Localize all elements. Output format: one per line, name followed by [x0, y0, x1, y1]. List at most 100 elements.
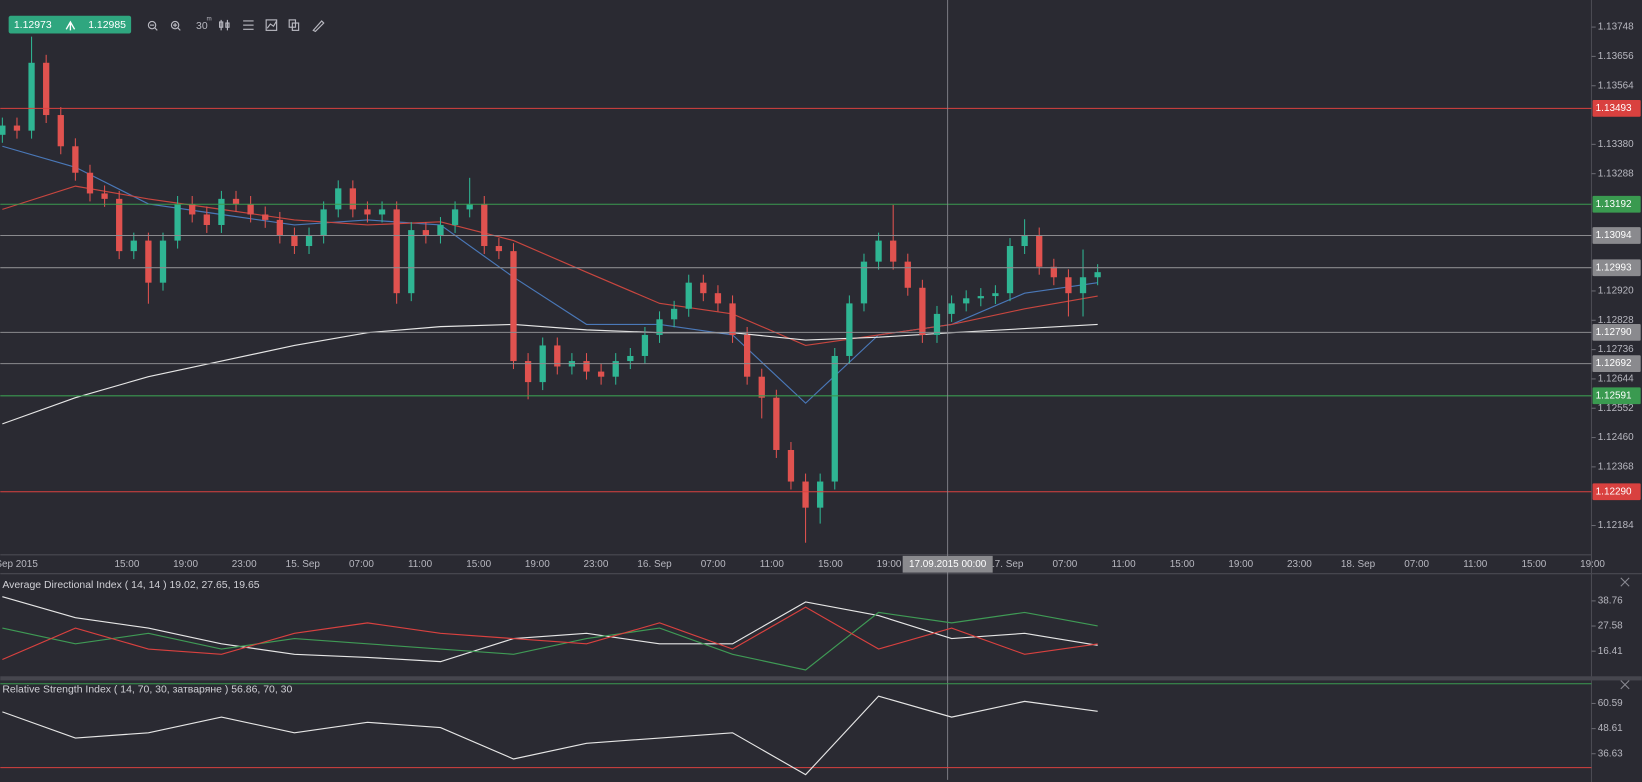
- x-tick-label: 15:00: [1521, 559, 1546, 570]
- timeframe[interactable]: 30: [196, 21, 208, 32]
- candle-body: [758, 376, 765, 398]
- y-tick-label: 1.12460: [1598, 432, 1634, 443]
- candle-body: [291, 235, 298, 247]
- crosshair-label: 17.09.2015 00:00: [909, 559, 987, 570]
- y-tick-label: 1.13380: [1598, 139, 1634, 150]
- draw[interactable]: [312, 20, 325, 33]
- zoom-out[interactable]: [147, 20, 158, 31]
- candle-body: [933, 313, 941, 335]
- candle-body: [1050, 266, 1057, 278]
- zoom-in[interactable]: [170, 20, 181, 31]
- level-label: 1.13493: [1596, 103, 1632, 114]
- bid: 1.12973: [14, 20, 52, 31]
- candle-body: [0, 125, 6, 135]
- candle-body: [466, 203, 473, 210]
- y-tick-label: 1.12920: [1598, 286, 1634, 297]
- y-tick-label: 38.76: [1598, 596, 1623, 607]
- candle-body: [1079, 277, 1087, 294]
- x-tick-label: 19:00: [877, 559, 902, 570]
- chart-type[interactable]: [219, 19, 230, 31]
- candle-body: [700, 282, 707, 294]
- y-tick-label: 16.41: [1598, 646, 1623, 657]
- candle-body: [641, 334, 649, 356]
- level-label: 1.12591: [1596, 390, 1632, 401]
- candle-body: [495, 246, 503, 252]
- indicator-line: [2, 611, 1098, 671]
- candle-body: [101, 193, 108, 199]
- candle-body: [817, 481, 824, 508]
- level-label: 1.13094: [1596, 230, 1632, 241]
- candle-body: [948, 303, 955, 314]
- x-tick-label: 07:00: [1052, 559, 1077, 570]
- close-rsi[interactable]: [1620, 680, 1630, 690]
- x-tick-label: 19:00: [1228, 559, 1253, 570]
- y-tick-label: 1.13564: [1598, 80, 1634, 91]
- candle-body: [276, 219, 283, 236]
- compare[interactable]: [265, 19, 278, 31]
- candle-body: [1065, 277, 1072, 294]
- candle-body: [28, 62, 35, 131]
- candle-body: [305, 235, 313, 247]
- candle-body: [13, 125, 21, 131]
- candle-body: [130, 240, 137, 252]
- indicators[interactable]: [243, 20, 254, 30]
- y-tick-label: 60.59: [1598, 698, 1623, 709]
- level-label: 1.12993: [1596, 262, 1632, 273]
- panel-separator: [0, 676, 1642, 681]
- y-tick-label: 36.63: [1598, 748, 1623, 759]
- close-adx[interactable]: [1620, 577, 1630, 587]
- x-tick-label: 15:00: [818, 559, 843, 570]
- indicator-line: [2, 695, 1098, 776]
- y-tick-label: 1.12552: [1598, 403, 1634, 414]
- x-tick-label: 15:00: [114, 559, 139, 570]
- candle-body: [145, 240, 152, 283]
- x-tick-label: 11:00: [1111, 559, 1136, 570]
- candle-body: [43, 62, 50, 116]
- y-tick-label: 1.12736: [1598, 344, 1634, 355]
- y-tick-label: 1.12184: [1598, 520, 1634, 531]
- level-label: 1.12790: [1596, 327, 1632, 338]
- level-label: 1.12290: [1596, 486, 1632, 497]
- x-tick-label: 11:00: [1463, 559, 1488, 570]
- x-tick-label: 23:00: [583, 559, 608, 570]
- candle-body: [1021, 235, 1028, 247]
- level-label-box: [1592, 387, 1641, 405]
- candle-body: [597, 371, 605, 377]
- copy[interactable]: [288, 19, 300, 31]
- candle-body: [875, 240, 882, 262]
- candle-body: [189, 203, 196, 215]
- candle-body: [627, 355, 634, 362]
- y-tick-label: 1.13748: [1598, 22, 1634, 33]
- candle-body: [787, 449, 795, 482]
- y-tick-label: 1.12644: [1598, 374, 1634, 385]
- candle-body: [1094, 272, 1101, 278]
- x-tick-label: 11:00: [408, 559, 433, 570]
- candle-body: [247, 203, 254, 215]
- x-tick-label: 19:00: [525, 559, 550, 570]
- y-tick-label: 1.13288: [1598, 168, 1634, 179]
- level-label-box: [1592, 483, 1641, 501]
- x-tick-label: 07:00: [701, 559, 726, 570]
- candle-body: [422, 230, 430, 236]
- candle-body: [510, 251, 517, 362]
- candle-body: [524, 361, 532, 383]
- candle-body: [685, 282, 692, 309]
- candle-body: [919, 287, 926, 335]
- level-label-box: [1592, 324, 1641, 341]
- x-tick-label: 19:00: [173, 559, 198, 570]
- candle-body: [320, 209, 327, 236]
- x-tick-label: 18. Sep: [1341, 559, 1376, 570]
- candle-body: [1006, 246, 1014, 294]
- x-tick-label: 23:00: [1287, 559, 1312, 570]
- candle-body: [977, 296, 984, 299]
- candle-body: [890, 240, 897, 262]
- candle-body: [714, 293, 722, 304]
- timeframe-unit: m: [206, 15, 211, 22]
- candle-body: [744, 334, 751, 377]
- x-tick-label: 19:00: [1580, 559, 1605, 570]
- candle-body: [802, 481, 809, 508]
- candle-body: [612, 361, 619, 377]
